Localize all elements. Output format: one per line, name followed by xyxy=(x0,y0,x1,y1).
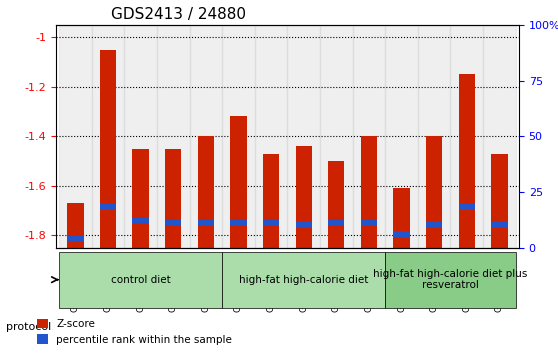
Bar xyxy=(491,222,508,228)
Bar xyxy=(67,235,84,241)
Bar xyxy=(190,25,222,248)
Bar xyxy=(198,136,214,248)
Bar xyxy=(328,161,344,248)
Bar xyxy=(459,74,475,248)
Bar xyxy=(124,25,157,248)
FancyBboxPatch shape xyxy=(59,252,222,308)
Bar xyxy=(361,220,377,225)
Bar xyxy=(165,220,181,225)
Bar xyxy=(230,116,247,248)
Bar xyxy=(450,25,483,248)
Bar xyxy=(393,188,410,248)
Bar xyxy=(426,136,442,248)
Text: protocol: protocol xyxy=(6,322,51,332)
Bar xyxy=(287,25,320,248)
Bar xyxy=(320,25,353,248)
Bar xyxy=(222,25,255,248)
Bar xyxy=(418,25,450,248)
Bar xyxy=(157,25,190,248)
Text: high-fat high-calorie diet plus
resveratrol: high-fat high-calorie diet plus resverat… xyxy=(373,269,528,291)
Bar xyxy=(230,220,247,225)
Text: high-fat high-calorie diet: high-fat high-calorie diet xyxy=(239,275,368,285)
Bar xyxy=(483,25,516,248)
Bar xyxy=(263,154,279,248)
Text: GDS2413 / 24880: GDS2413 / 24880 xyxy=(112,7,247,22)
Bar xyxy=(165,149,181,248)
Bar xyxy=(100,204,116,210)
Legend: Z-score, percentile rank within the sample: Z-score, percentile rank within the samp… xyxy=(33,315,236,349)
FancyBboxPatch shape xyxy=(385,252,516,308)
Bar xyxy=(393,231,410,237)
Bar xyxy=(459,204,475,210)
Text: control diet: control diet xyxy=(110,275,171,285)
Bar xyxy=(59,25,92,248)
Bar xyxy=(296,146,312,248)
Bar xyxy=(328,220,344,225)
Bar xyxy=(132,149,149,248)
Bar xyxy=(426,222,442,228)
Bar xyxy=(67,203,84,248)
Bar xyxy=(491,154,508,248)
Bar xyxy=(132,218,149,223)
Bar xyxy=(92,25,124,248)
Bar xyxy=(255,25,287,248)
Bar xyxy=(296,222,312,228)
Bar xyxy=(361,136,377,248)
Bar xyxy=(198,220,214,225)
Bar xyxy=(100,50,116,248)
FancyBboxPatch shape xyxy=(222,252,385,308)
Bar xyxy=(385,25,418,248)
Bar xyxy=(353,25,385,248)
Bar xyxy=(263,220,279,225)
